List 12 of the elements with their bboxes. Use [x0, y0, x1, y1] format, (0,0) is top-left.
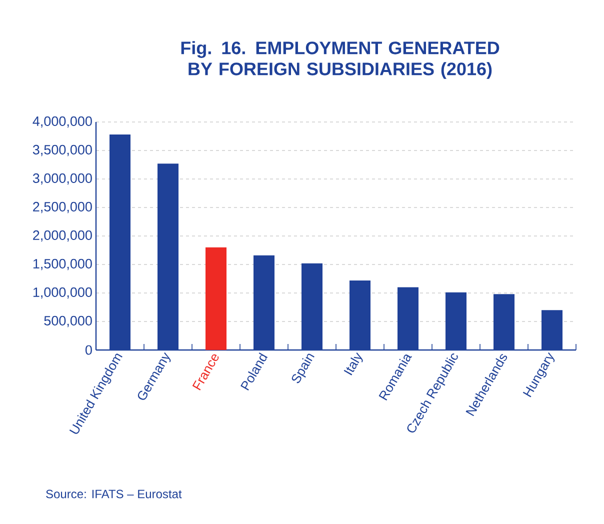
- y-tick-label: 500,000: [44, 316, 92, 328]
- y-tick-label: 1,000,000: [33, 287, 92, 299]
- y-tick-label: 3,500,000: [32, 144, 92, 156]
- bar: [206, 247, 227, 350]
- y-tick-label: 2,000,000: [33, 230, 92, 242]
- y-tick-label: 4,000,000: [32, 116, 92, 128]
- source-note: Source: IFATS – Eurostat: [46, 490, 182, 498]
- y-tick-label: 1,500,000: [33, 258, 92, 270]
- chart-title: Fig. 16. EMPLOYMENT GENERATED BY FOREIGN SUBSIDIARIES (2016): [181, 41, 500, 79]
- y-tick-label: 0: [85, 345, 92, 355]
- y-tick-label: 3,000,000: [32, 173, 92, 185]
- y-tick-label: 2,500,000: [33, 202, 92, 214]
